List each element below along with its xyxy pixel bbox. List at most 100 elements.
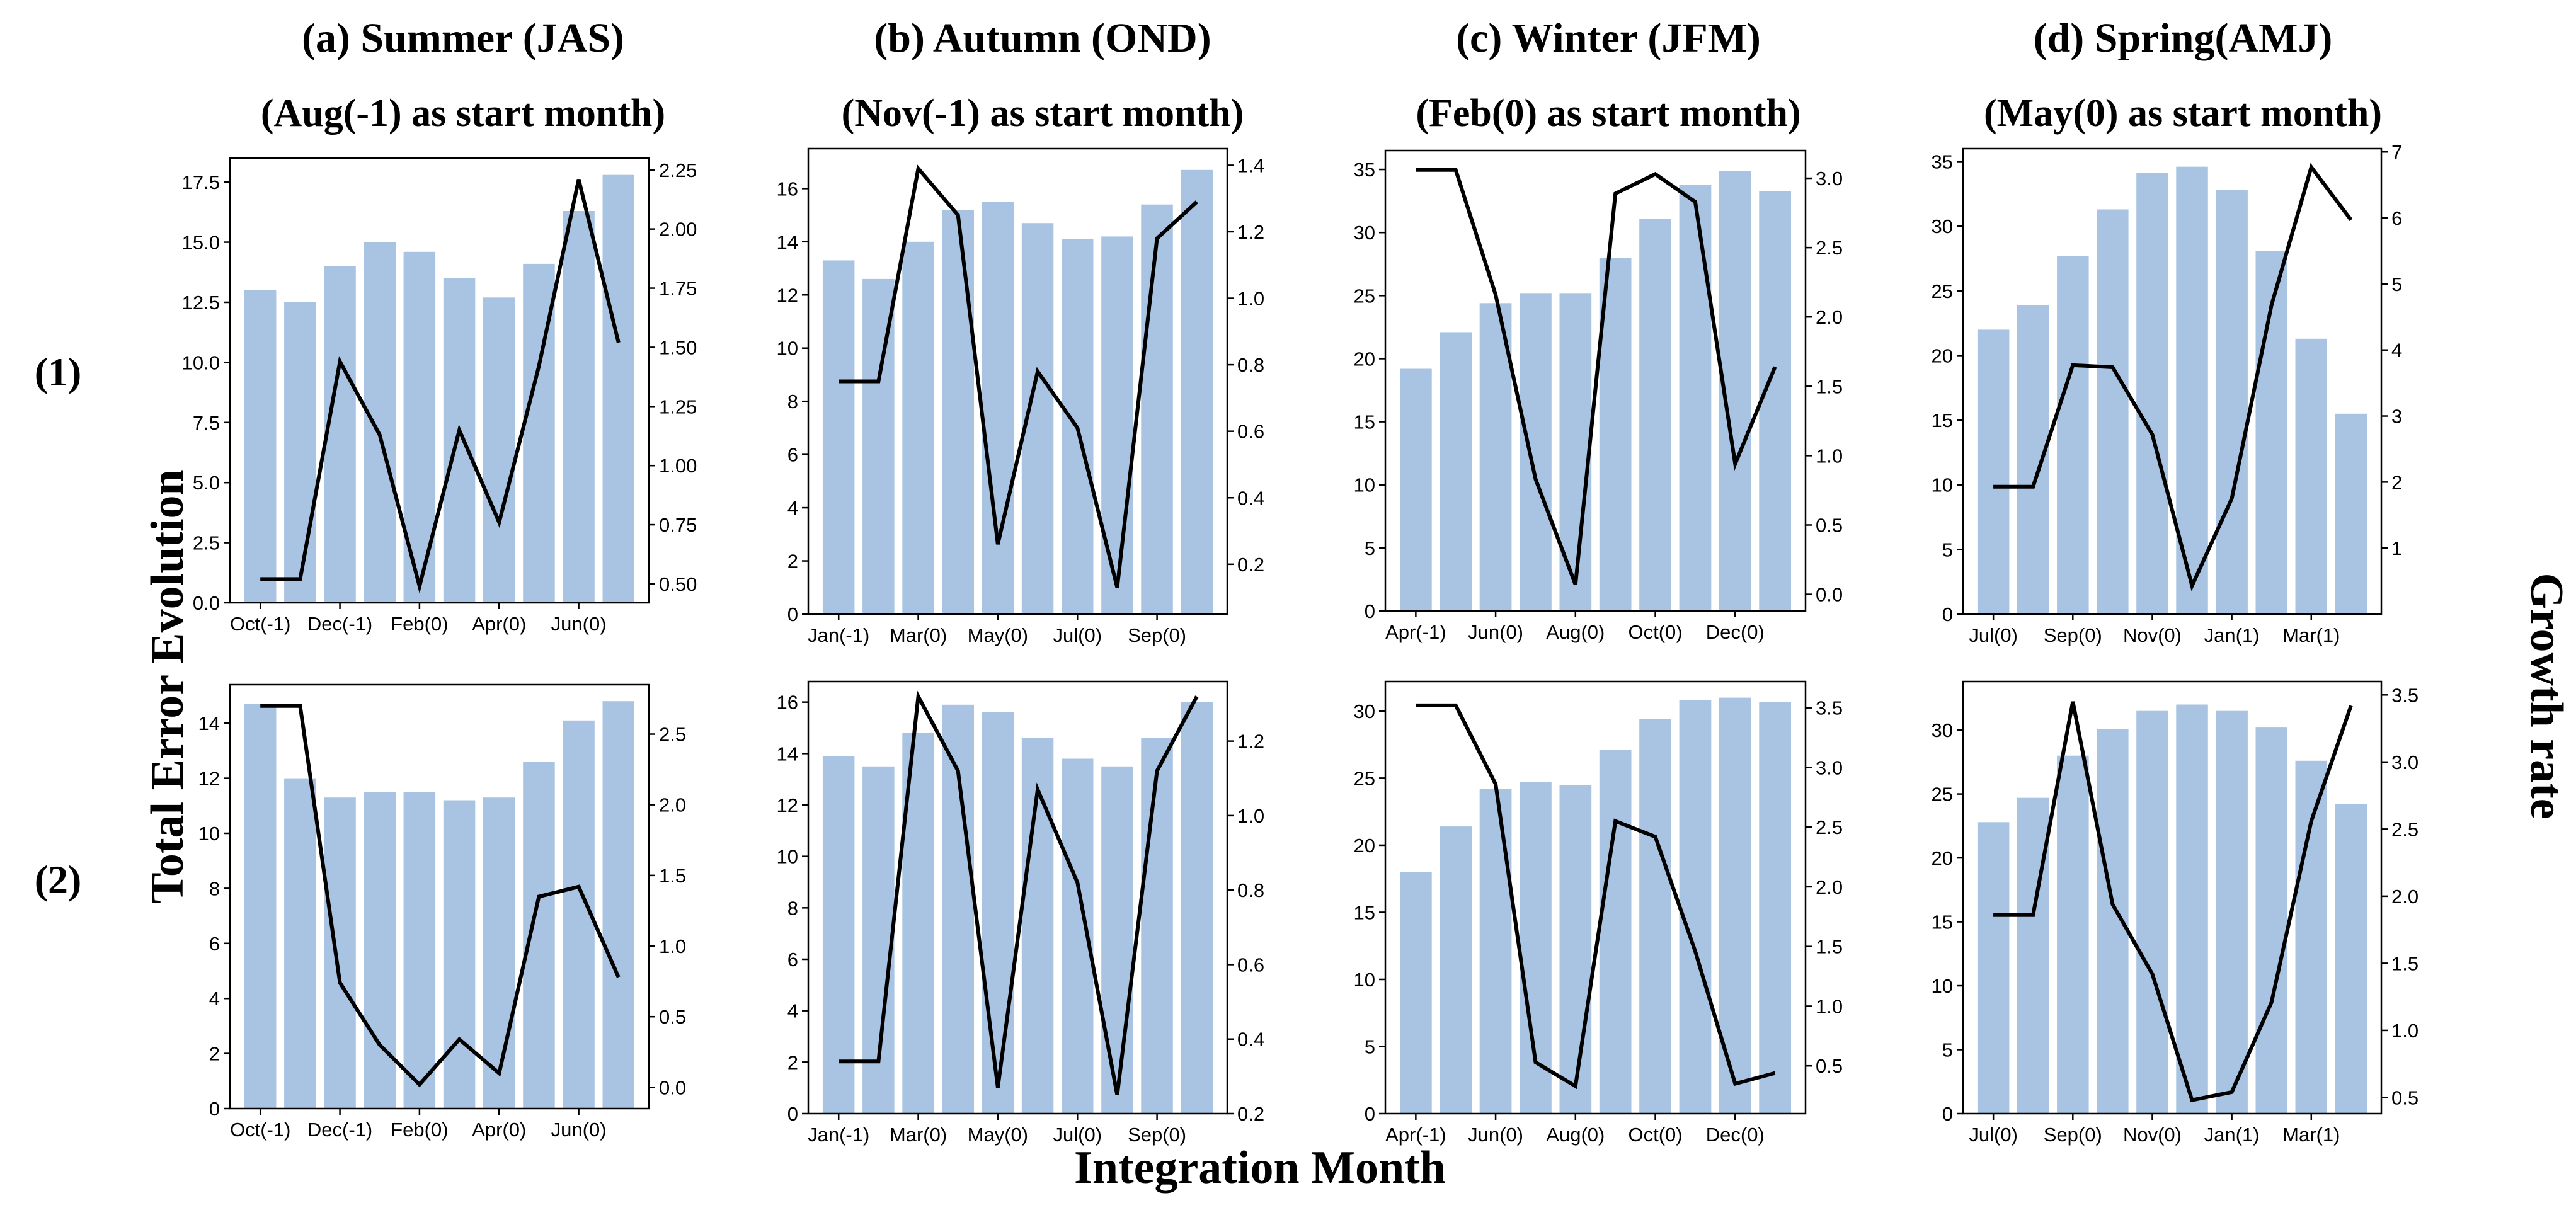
panels: 0.02.55.07.510.012.515.017.50.500.751.00… <box>182 141 2419 1146</box>
xtick-label-c2-0: Apr(-1) <box>1385 1124 1446 1146</box>
frame-a2 <box>229 683 650 1110</box>
bar-d1-5 <box>2136 173 2168 614</box>
panel-b2: 0 2 4 6 8 10 12 14 16 0.2 0.4 0.6 0.8 1.0 1.2 Jan(-1) Ma… <box>777 680 1264 1146</box>
bar-b2-5 <box>982 712 1014 1114</box>
bar-c1-1 <box>1400 368 1432 611</box>
ytick-label-a1-2: 5.0 <box>193 472 220 494</box>
ytick-label-d1-3: 15 <box>1932 409 1953 431</box>
xtick-label-c1-3: Oct(0) <box>1628 621 1682 643</box>
ytick-label-c1-2: 10 <box>1354 474 1375 496</box>
ytick-label-b2-8: 16 <box>777 692 798 714</box>
y2tick-label-b1-4: 1.0 <box>1237 288 1264 310</box>
xtick-label-a2-3: Apr(0) <box>472 1119 526 1141</box>
ytick-label-d1-1: 5 <box>1942 539 1953 561</box>
col-a-title: (a) Summer (JAS) <box>302 15 624 61</box>
bar-c2-10 <box>1759 702 1791 1114</box>
y2tick-label-d1-4: 5 <box>2391 273 2402 295</box>
ytick-label-b1-1: 2 <box>787 550 798 573</box>
bar-a1-3 <box>324 266 356 603</box>
xtick-label-b2-1: Mar(0) <box>890 1124 947 1146</box>
y2tick-label-c1-5: 2.5 <box>1816 237 1843 259</box>
xtick-label-a2-1: Dec(-1) <box>307 1119 372 1141</box>
y2tick-label-a2-1: 0.5 <box>659 1006 686 1028</box>
y2tick-label-d2-1: 1.0 <box>2391 1020 2419 1042</box>
bar-a1-7 <box>483 297 515 603</box>
ytick-label-b2-1: 2 <box>787 1051 798 1073</box>
col-b-title: (b) Autumn (OND) <box>874 15 1211 61</box>
bar-a2-3 <box>324 797 356 1109</box>
xtick-label-b1-2: May(0) <box>968 624 1028 646</box>
bar-c1-5 <box>1559 293 1592 611</box>
ytick-label-a2-7: 14 <box>198 712 220 734</box>
xtick-label-a2-0: Oct(-1) <box>230 1119 290 1141</box>
bar-c1-8 <box>1679 185 1712 612</box>
ytick-label-d2-3: 15 <box>1932 911 1953 933</box>
y2tick-label-a1-1: 0.75 <box>659 514 697 536</box>
y2tick-label-c1-0: 0.0 <box>1816 584 1843 606</box>
bar-b2-1 <box>822 756 855 1114</box>
growth-line-d2 <box>1993 701 2353 1103</box>
frame-b1 <box>807 147 1228 615</box>
y2tick-label-b1-6: 1.4 <box>1237 154 1264 176</box>
bar-b1-8 <box>1101 236 1133 614</box>
bar-a1-10 <box>602 174 634 603</box>
bar-d1-10 <box>2335 413 2367 614</box>
xtick-label-a1-4: Jun(0) <box>551 613 607 635</box>
bar-c2-1 <box>1400 872 1432 1114</box>
bar-c2-5 <box>1559 785 1592 1114</box>
ytick-label-d2-0: 0 <box>1942 1103 1953 1125</box>
frame-d2 <box>1962 680 2383 1115</box>
xtick-label-d2-0: Jul(0) <box>1969 1124 2018 1146</box>
ytick-label-c2-1: 5 <box>1365 1035 1375 1058</box>
ytick-label-c2-5: 25 <box>1354 767 1375 789</box>
y2tick-label-b1-1: 0.4 <box>1237 487 1264 509</box>
xtick-label-b2-0: Jan(-1) <box>808 1124 869 1146</box>
y2tick-label-d2-3: 2.0 <box>2391 886 2419 908</box>
xtick-label-b1-3: Jul(0) <box>1053 624 1102 646</box>
bar-c1-7 <box>1639 219 1671 612</box>
bar-b2-8 <box>1101 766 1133 1114</box>
frame-c2 <box>1384 680 1807 1115</box>
xtick-label-b1-4: Sep(0) <box>1128 624 1186 646</box>
bar-d2-3 <box>2057 755 2089 1114</box>
frame-d1 <box>1962 147 2383 615</box>
panel-a2: 0 2 4 6 8 10 12 14 0.0 0.5 1.0 1.5 2.0 2.5 Oct(-1) Dec(… <box>198 683 686 1141</box>
bar-d2-1 <box>1977 822 2010 1114</box>
col-c-title: (c) Winter (JFM) <box>1456 15 1761 61</box>
growth-line-b1 <box>839 164 1198 588</box>
xtick-label-a2-2: Feb(0) <box>391 1119 448 1141</box>
xtick-label-a1-3: Apr(0) <box>472 613 526 635</box>
bar-b1-5 <box>982 202 1014 614</box>
bar-c2-7 <box>1639 719 1671 1114</box>
growth-line-c1 <box>1416 168 1777 586</box>
xtick-label-c2-4: Dec(0) <box>1706 1124 1765 1146</box>
bar-d2-6 <box>2176 704 2208 1114</box>
ytick-label-b1-6: 12 <box>777 284 798 306</box>
ytick-label-b2-4: 8 <box>787 897 798 919</box>
y2tick-label-b2-5: 1.2 <box>1237 731 1264 753</box>
ytick-label-a1-7: 17.5 <box>182 171 220 193</box>
bar-a2-8 <box>523 762 555 1109</box>
ytick-label-a2-0: 0 <box>209 1098 220 1120</box>
row-2-label: (2) <box>35 857 82 902</box>
bar-b1-1 <box>822 260 855 614</box>
bar-d2-7 <box>2216 710 2248 1114</box>
y2tick-label-a1-6: 2.00 <box>659 219 697 241</box>
xtick-label-a1-0: Oct(-1) <box>230 613 290 635</box>
bar-c1-3 <box>1479 303 1512 611</box>
y2tick-label-d1-0: 1 <box>2391 537 2402 559</box>
y2tick-label-b2-4: 1.0 <box>1237 805 1264 827</box>
ytick-label-d2-4: 20 <box>1932 847 1953 869</box>
ytick-label-d1-5: 25 <box>1932 280 1953 302</box>
y2tick-label-a1-4: 1.50 <box>659 336 697 358</box>
ytick-label-a1-6: 15.0 <box>182 232 220 254</box>
bar-b1-4 <box>942 210 974 615</box>
ytick-label-d1-2: 10 <box>1932 474 1953 496</box>
x-axis-label: Integration Month <box>1074 1142 1446 1194</box>
ytick-label-a1-4: 10.0 <box>182 351 220 374</box>
bar-d2-10 <box>2335 804 2367 1114</box>
y2tick-label-d2-4: 2.5 <box>2391 818 2419 840</box>
xtick-label-d1-0: Jul(0) <box>1969 624 2018 646</box>
bar-b1-9 <box>1141 204 1173 614</box>
panel-c1: 0 5 10 15 20 25 30 35 0.0 0.5 1.0 1.5 2.0 2.5 3.0 Apr(-… <box>1354 149 1843 643</box>
